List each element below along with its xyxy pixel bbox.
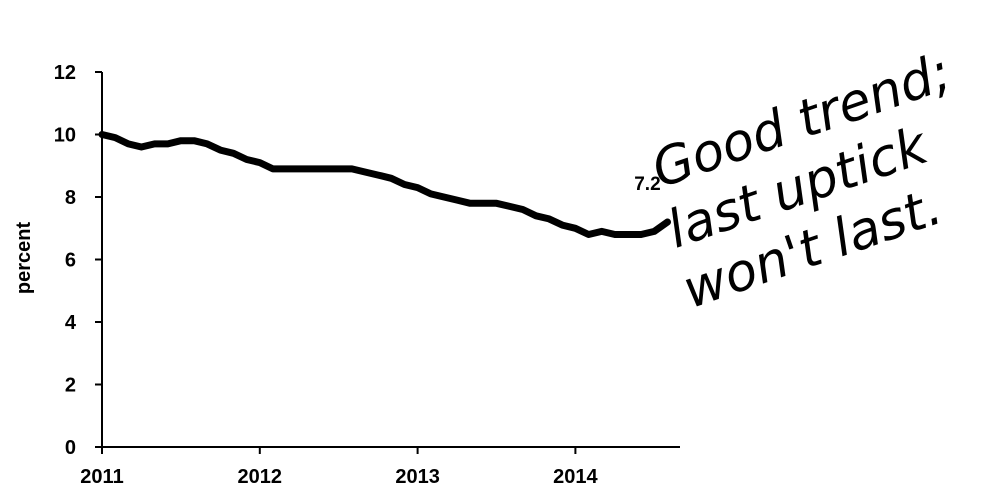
data-point xyxy=(219,149,222,152)
y-tick-label: 2 xyxy=(65,375,76,397)
end-value-label: 7.2 xyxy=(634,174,660,195)
data-point xyxy=(101,133,103,136)
data-point xyxy=(442,196,445,198)
data-point xyxy=(179,139,182,142)
data-point xyxy=(469,202,472,205)
y-axis-title: percent xyxy=(13,222,35,295)
axes xyxy=(101,72,680,448)
data-point xyxy=(114,136,117,139)
data-point xyxy=(587,233,590,236)
data-point xyxy=(127,142,130,145)
data-point xyxy=(232,152,235,155)
data-point xyxy=(666,221,669,223)
data-point xyxy=(403,183,406,186)
data-point xyxy=(600,230,603,233)
data-point xyxy=(534,214,537,217)
handwritten-annotation: Good trend; last uptick won't last. xyxy=(645,42,958,320)
x-axis-ticks: 2011 2012 2013 2014 xyxy=(80,447,599,488)
x-tick-label: 2012 xyxy=(238,466,283,488)
data-point xyxy=(298,167,301,170)
data-point xyxy=(508,205,511,208)
data-point xyxy=(640,233,643,236)
data-point xyxy=(140,146,143,148)
data-point xyxy=(390,177,393,180)
data-point xyxy=(153,142,156,145)
x-tick-label: 2011 xyxy=(80,466,123,488)
series-group xyxy=(98,131,671,238)
data-point xyxy=(482,202,485,205)
data-point xyxy=(561,224,564,227)
data-point xyxy=(574,227,577,230)
data-point xyxy=(627,233,629,236)
data-point xyxy=(521,208,524,211)
data-point xyxy=(258,161,261,164)
data-point xyxy=(429,192,432,195)
x-tick-label: 2013 xyxy=(395,466,440,488)
data-point xyxy=(495,202,498,205)
y-tick-label: 6 xyxy=(65,250,76,272)
data-point xyxy=(653,230,656,233)
data-point xyxy=(206,142,209,145)
data-point xyxy=(324,167,327,170)
data-point xyxy=(337,167,340,170)
data-point xyxy=(613,233,616,236)
data-point xyxy=(364,171,366,173)
x-tick-label: 2014 xyxy=(553,466,598,488)
data-point xyxy=(311,167,314,170)
data-point xyxy=(285,167,288,170)
y-tick-label: 10 xyxy=(54,125,76,147)
y-tick-label: 8 xyxy=(65,187,76,209)
data-point xyxy=(245,158,248,161)
y-tick-label: 4 xyxy=(65,312,77,334)
data-point xyxy=(377,174,380,177)
data-point xyxy=(456,199,459,202)
data-point xyxy=(548,217,551,220)
series-line xyxy=(98,131,671,238)
y-axis-ticks: 0 2 4 6 8 10 12 xyxy=(54,62,102,459)
y-tick-label: 0 xyxy=(65,437,76,459)
data-point xyxy=(193,139,196,142)
data-point xyxy=(350,167,353,170)
data-point xyxy=(166,142,169,145)
data-point xyxy=(271,167,274,170)
data-point xyxy=(416,186,419,189)
y-tick-label: 12 xyxy=(54,62,76,84)
